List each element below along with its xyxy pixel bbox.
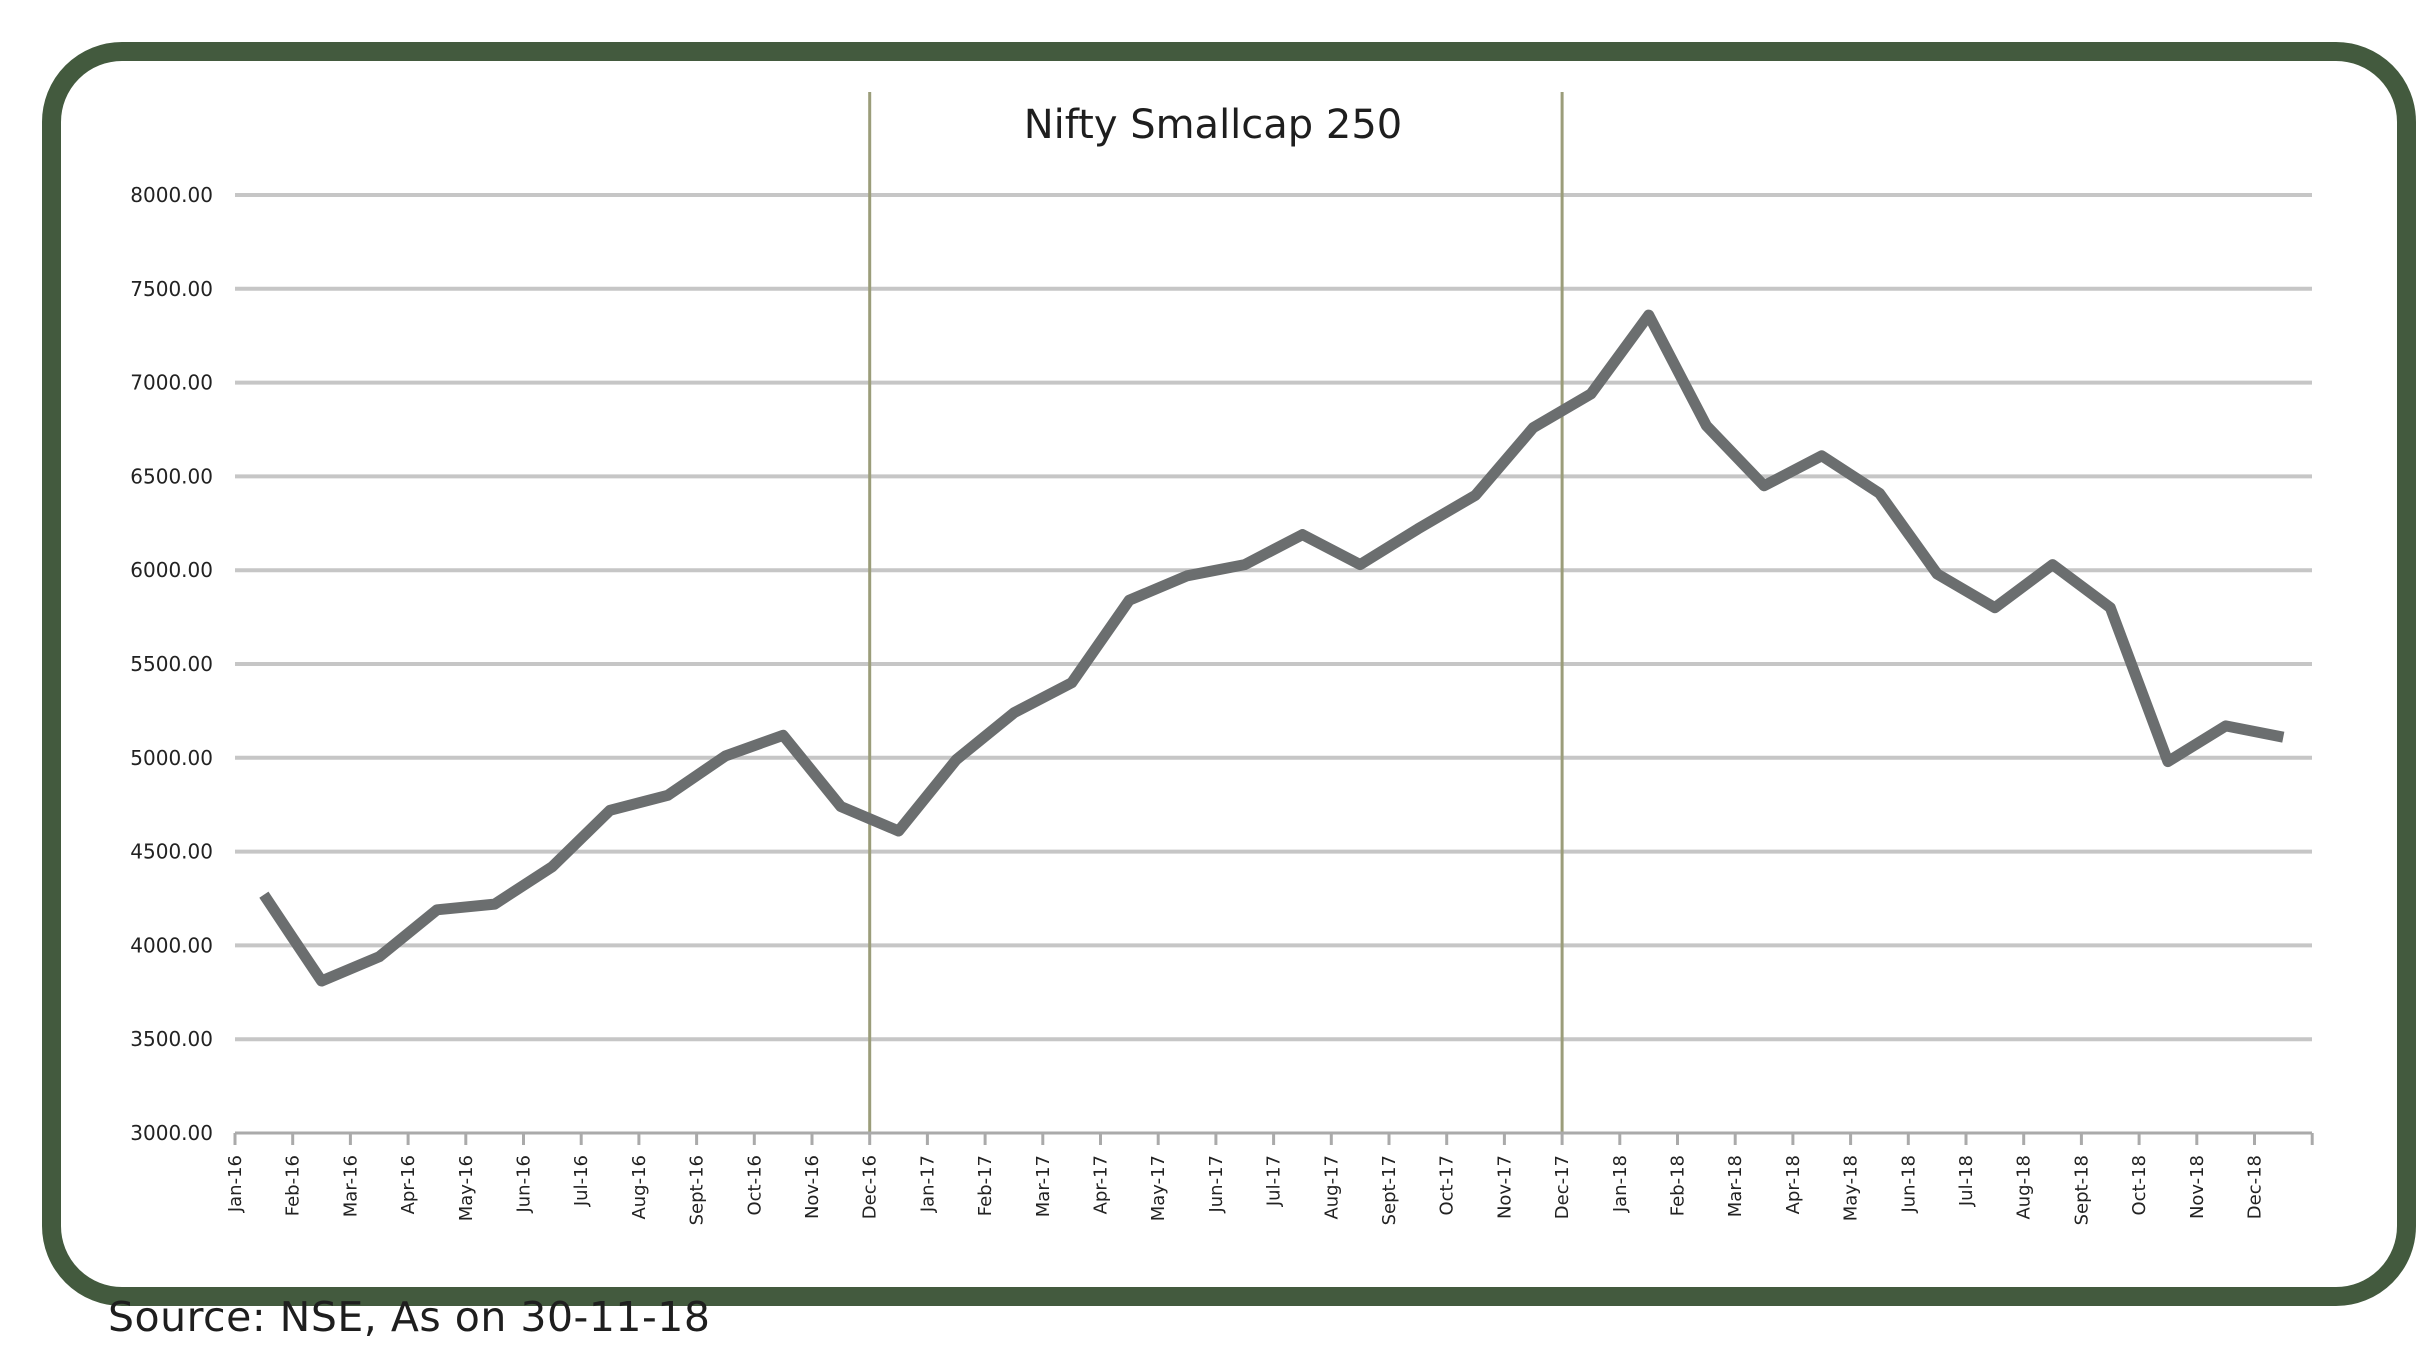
x-tick-label: Apr-16 (398, 1155, 419, 1214)
y-tick-label: 3000.00 (130, 1121, 213, 1145)
x-tick-label: Apr-17 (1091, 1155, 1112, 1214)
x-tick-label: Feb-18 (1668, 1155, 1689, 1216)
y-tick-label: 3500.00 (130, 1027, 213, 1051)
period-dividers (868, 92, 1564, 1133)
x-tick-label: Jul-18 (1956, 1155, 1977, 1207)
x-tick-label: Apr-18 (1783, 1155, 1804, 1214)
x-tick-label: Nov-16 (802, 1155, 823, 1219)
y-tick-label: 5000.00 (130, 746, 213, 770)
source-note: Source: NSE, As on 30-11-18 (108, 1293, 711, 1341)
x-tick-label: Nov-17 (1494, 1155, 1515, 1219)
x-tick-label: Sept-18 (2071, 1155, 2092, 1225)
x-tick-label: Aug-17 (1321, 1155, 1342, 1220)
x-tick-label: Aug-18 (2014, 1155, 2035, 1220)
x-tick-label: Feb-16 (283, 1155, 304, 1216)
x-tick-label: Jan-16 (225, 1155, 246, 1213)
x-tick-label: Nov-18 (2187, 1155, 2208, 1219)
x-tick-label: Dec-18 (2245, 1155, 2266, 1219)
y-tick-label: 7000.00 (130, 371, 213, 395)
y-tick-label: 4500.00 (130, 840, 213, 864)
x-tick-label: Jul-16 (571, 1155, 592, 1207)
x-tick-label: May-16 (456, 1155, 477, 1221)
y-tick-label: 6500.00 (130, 464, 213, 488)
x-tick-label: Oct-17 (1437, 1155, 1458, 1216)
x-tick-label: Feb-17 (975, 1155, 996, 1216)
x-tick-label: May-17 (1148, 1155, 1169, 1221)
chart-title: Nifty Smallcap 250 (1024, 102, 1403, 148)
x-tick-label: Oct-16 (744, 1155, 765, 1216)
chart-frame (42, 42, 2416, 1306)
x-tick-label: Aug-16 (629, 1155, 650, 1220)
x-tick-label: Jun-16 (514, 1155, 535, 1214)
x-tick-label: Sept-17 (1379, 1155, 1400, 1225)
x-tick-label: Mar-18 (1725, 1155, 1746, 1217)
x-axis (233, 1131, 2314, 1145)
x-tick-label: Oct-18 (2129, 1155, 2150, 1216)
y-tick-label: 6000.00 (130, 558, 213, 582)
y-axis-ticks: 3000.00 3500.00 4000.00 4500.00 5000.00 5500.… (130, 183, 213, 1145)
x-tick-label: Dec-16 (860, 1155, 881, 1219)
x-tick-label: Jun-17 (1206, 1155, 1227, 1214)
y-tick-label: 8000.00 (130, 183, 213, 207)
y-tick-label: 7500.00 (130, 277, 213, 301)
x-tick-label: Mar-16 (340, 1155, 361, 1217)
x-tick-label: May-18 (1841, 1155, 1862, 1221)
x-tick-label: Mar-17 (1033, 1155, 1054, 1217)
gridlines (235, 193, 2312, 1042)
x-tick-label: Jan-17 (917, 1155, 938, 1213)
series-line (259, 309, 2285, 987)
x-tick-label: Dec-17 (1552, 1155, 1573, 1219)
x-tick-label: Jan-18 (1610, 1155, 1631, 1213)
y-tick-label: 4000.00 (130, 933, 213, 957)
y-tick-label: 5500.00 (130, 652, 213, 676)
x-axis-ticks: Jan-16 Feb-16 Mar-16 Apr-16 May-16 Jun-16 Jul-… (225, 1155, 2266, 1225)
x-tick-label: Sept-16 (687, 1155, 708, 1225)
series-layer (259, 309, 2285, 987)
x-tick-label: Jul-17 (1264, 1155, 1285, 1207)
x-tick-label: Jun-18 (1898, 1155, 1919, 1214)
